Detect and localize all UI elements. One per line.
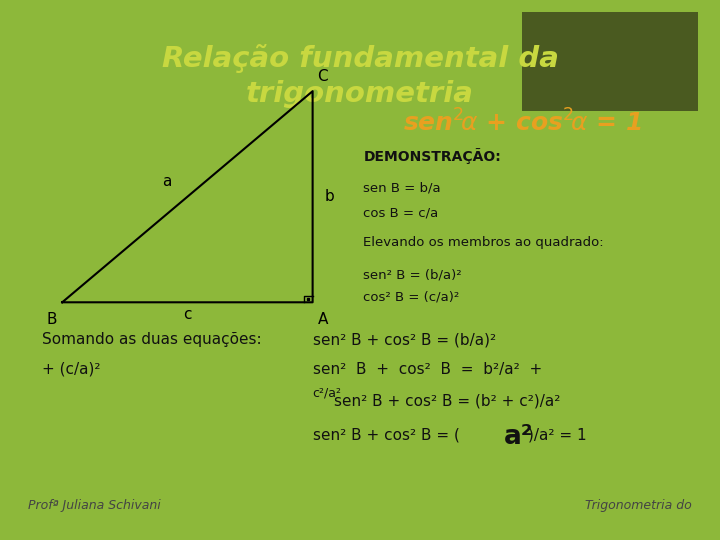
Text: b: b (325, 189, 334, 204)
Text: Profª Juliana Schivani: Profª Juliana Schivani (28, 500, 161, 512)
Text: sen B = b/a: sen B = b/a (364, 181, 441, 194)
Text: sen$^2\!\alpha$ + cos$^2\!\alpha$ = 1: sen$^2\!\alpha$ + cos$^2\!\alpha$ = 1 (403, 110, 642, 137)
Text: c²/a²: c²/a² (312, 386, 341, 399)
Text: A: A (318, 312, 328, 327)
Text: sen² B = (b/a)²: sen² B = (b/a)² (364, 268, 462, 281)
Text: sen² B + cos² B = (: sen² B + cos² B = ( (312, 428, 459, 442)
Text: Somando as duas equações:: Somando as duas equações: (42, 332, 261, 347)
Text: c: c (183, 307, 192, 322)
Text: Relação fundamental da: Relação fundamental da (161, 44, 559, 73)
Text: cos B = c/a: cos B = c/a (364, 206, 438, 219)
Text: sen²  B  +  cos²  B  =  b²/a²  +: sen² B + cos² B = b²/a² + (312, 362, 542, 377)
Text: sen² B + cos² B = (b² + c²)/a²: sen² B + cos² B = (b² + c²)/a² (334, 393, 561, 408)
Text: DEMONSTRAÇÃO:: DEMONSTRAÇÃO: (364, 148, 501, 164)
Text: a²: a² (503, 424, 533, 450)
Bar (523, 12, 698, 111)
Text: a: a (163, 174, 172, 190)
Text: )/a² = 1: )/a² = 1 (528, 428, 587, 442)
Text: Elevando os membros ao quadrado:: Elevando os membros ao quadrado: (364, 236, 604, 249)
Text: C: C (318, 69, 328, 84)
Text: trigonometria: trigonometria (246, 79, 474, 107)
Text: B: B (47, 312, 58, 327)
Text: Trigonometria do: Trigonometria do (585, 500, 692, 512)
Text: sen² B + cos² B = (b/a)²: sen² B + cos² B = (b/a)² (312, 332, 496, 347)
Text: + (c/a)²: + (c/a)² (42, 362, 100, 377)
Text: cos² B = (c/a)²: cos² B = (c/a)² (364, 291, 459, 304)
